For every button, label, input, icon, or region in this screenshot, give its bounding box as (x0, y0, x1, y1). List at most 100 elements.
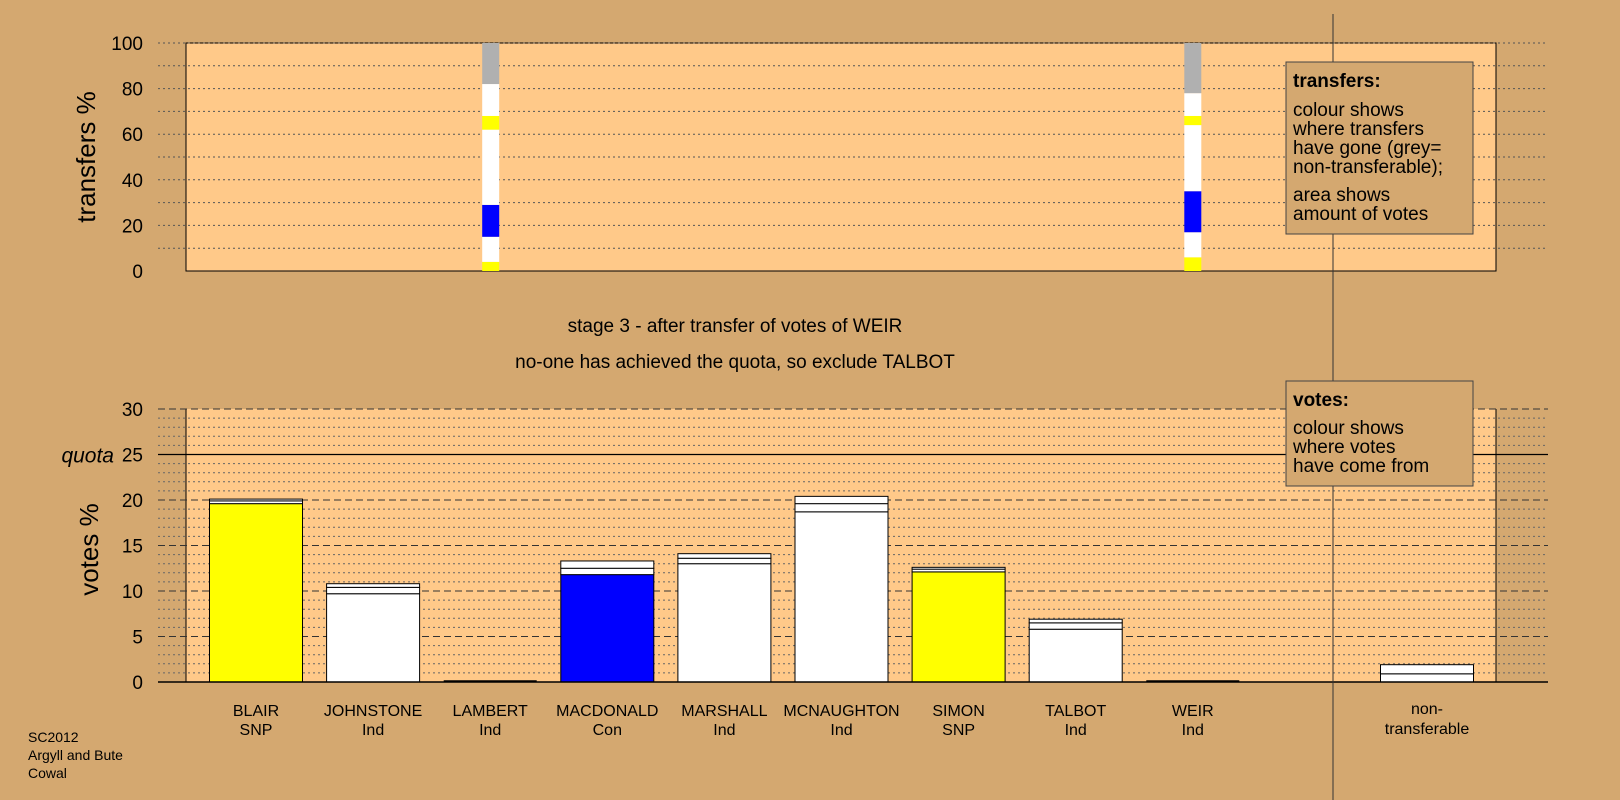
votes-tick-label: 0 (132, 673, 143, 694)
votes-tick-label: 10 (122, 582, 143, 603)
transfer-segment (1184, 43, 1202, 94)
vote-bar-transfer-segment (677, 553, 772, 559)
candidate-bar-group (677, 553, 772, 683)
vote-bar-transfer-segment (1380, 664, 1474, 675)
transfers-tick-label: 80 (122, 80, 143, 101)
votes-tick-label: 30 (122, 400, 143, 421)
footer-label: SC2012 (28, 729, 79, 745)
overlay: stage 3 - after transfer of votes of WEI… (28, 14, 1474, 800)
votes-legend-title: votes: (1293, 390, 1349, 411)
candidate-party-label: Con (593, 722, 622, 739)
candidate-party-label: Ind (830, 722, 852, 739)
candidate-name-label: LAMBERT (453, 703, 529, 720)
transfers-axis-title: transfers % (71, 91, 101, 223)
transfer-segment (482, 129, 500, 205)
candidate-party-label: Ind (362, 722, 384, 739)
transfers-legend-text: colour shows (1293, 100, 1404, 121)
transfers-tick-label: 20 (122, 216, 143, 237)
transfers-legend-text: where transfers (1292, 119, 1424, 140)
candidate-name-label: MARSHALL (681, 703, 767, 720)
candidate-bar-group (326, 583, 421, 683)
transfer-segment (1184, 232, 1202, 258)
candidate-bar-group (209, 498, 303, 683)
votes-tick-label: 15 (122, 537, 143, 558)
votes-tick-label: 25 (122, 446, 143, 467)
votes-tick-label: 5 (132, 628, 143, 649)
footer-label: Argyll and Bute (28, 747, 123, 763)
candidate-party-label: SNP (240, 722, 273, 739)
transfers-tick-label: 0 (132, 262, 143, 283)
transfer-segment (1184, 125, 1202, 192)
quota-label: quota (61, 445, 114, 468)
vote-bar-base (560, 574, 655, 683)
transfer-segment (1184, 115, 1202, 126)
transfer-column (1184, 43, 1202, 271)
vote-bar-transfer-segment (794, 503, 889, 513)
candidate-name-label: MACDONALD (556, 703, 658, 720)
votes-legend-box (1285, 380, 1474, 487)
vote-bar-transfer-segment (326, 586, 421, 595)
candidate-name-label: MCNAUGHTON (783, 703, 899, 720)
candidate-party-label: Ind (479, 722, 501, 739)
transfers-legend-text: non-transferable); (1293, 157, 1443, 178)
transfers-tick-label: 60 (122, 125, 143, 146)
vote-bar-transfer-segment (326, 583, 421, 588)
transfer-segment (1184, 257, 1202, 271)
transfer-segment (1184, 191, 1202, 233)
candidate-party-label: SNP (942, 722, 975, 739)
vote-bar-transfer-segment (794, 495, 889, 505)
transfers-legend-title: transfers: (1293, 71, 1381, 92)
transfer-segment (482, 261, 500, 271)
candidate-bar-group (560, 560, 655, 683)
nontransferable-bar-group (1380, 664, 1474, 683)
transfers-legend-text: area shows (1293, 185, 1390, 206)
vote-bar-base (677, 563, 772, 683)
vote-bar-base (794, 511, 889, 683)
vote-bar-transfer-segment (1028, 622, 1123, 630)
votes-legend-text: colour shows (1293, 418, 1404, 439)
transfers-legend-text: have gone (grey= (1293, 138, 1441, 159)
vote-bar-base (326, 593, 421, 683)
candidate-name-label: JOHNSTONE (324, 703, 422, 720)
transfer-segment (482, 115, 500, 130)
transfers-legend-text: amount of votes (1293, 204, 1428, 225)
votes-axis-title: votes % (74, 503, 104, 596)
vote-bar-transfer-segment (209, 498, 303, 502)
candidate-party-label: Ind (1065, 722, 1087, 739)
transfer-segment (482, 84, 500, 116)
transfer-segment (482, 236, 500, 262)
stage-title: stage 3 - after transfer of votes of WEI… (568, 316, 903, 337)
stage-subtitle: no-one has achieved the quota, so exclud… (515, 352, 955, 373)
transfers-tick-label: 100 (111, 34, 143, 55)
transfer-segment (482, 204, 500, 237)
vote-bar-base (1028, 628, 1123, 683)
candidate-name-label: SIMON (932, 703, 984, 720)
nontransferable-label: non- (1411, 701, 1443, 718)
candidate-name-label: WEIR (1172, 703, 1214, 720)
vote-bar-base (209, 503, 303, 683)
vote-bar-base (911, 571, 1006, 683)
candidate-party-label: Ind (713, 722, 735, 739)
candidate-bar-group (1028, 618, 1123, 683)
candidate-name-label: BLAIR (233, 703, 279, 720)
footer-label: Cowal (28, 765, 67, 781)
transfers-chart: 0 20 40 60 80 100 transfers % (71, 34, 1548, 283)
transfers-legend-box (1285, 61, 1474, 235)
vote-bar-transfer-segment (911, 566, 1006, 570)
vote-bar-base (1380, 673, 1474, 683)
transfer-segment (1184, 93, 1202, 116)
candidate-bar-group (794, 495, 889, 683)
vote-bar-transfer-segment (560, 567, 655, 576)
nontransferable-label: transferable (1385, 721, 1470, 738)
candidate-party-label: Ind (1182, 722, 1204, 739)
vote-bar-transfer-segment (677, 557, 772, 565)
votes-legend-text: have come from (1293, 456, 1429, 477)
candidate-name-label: TALBOT (1045, 703, 1106, 720)
candidate-bar-group (911, 566, 1006, 683)
vote-bar-transfer-segment (560, 560, 655, 569)
transfer-column (482, 43, 500, 271)
votes-tick-label: 20 (122, 491, 143, 512)
